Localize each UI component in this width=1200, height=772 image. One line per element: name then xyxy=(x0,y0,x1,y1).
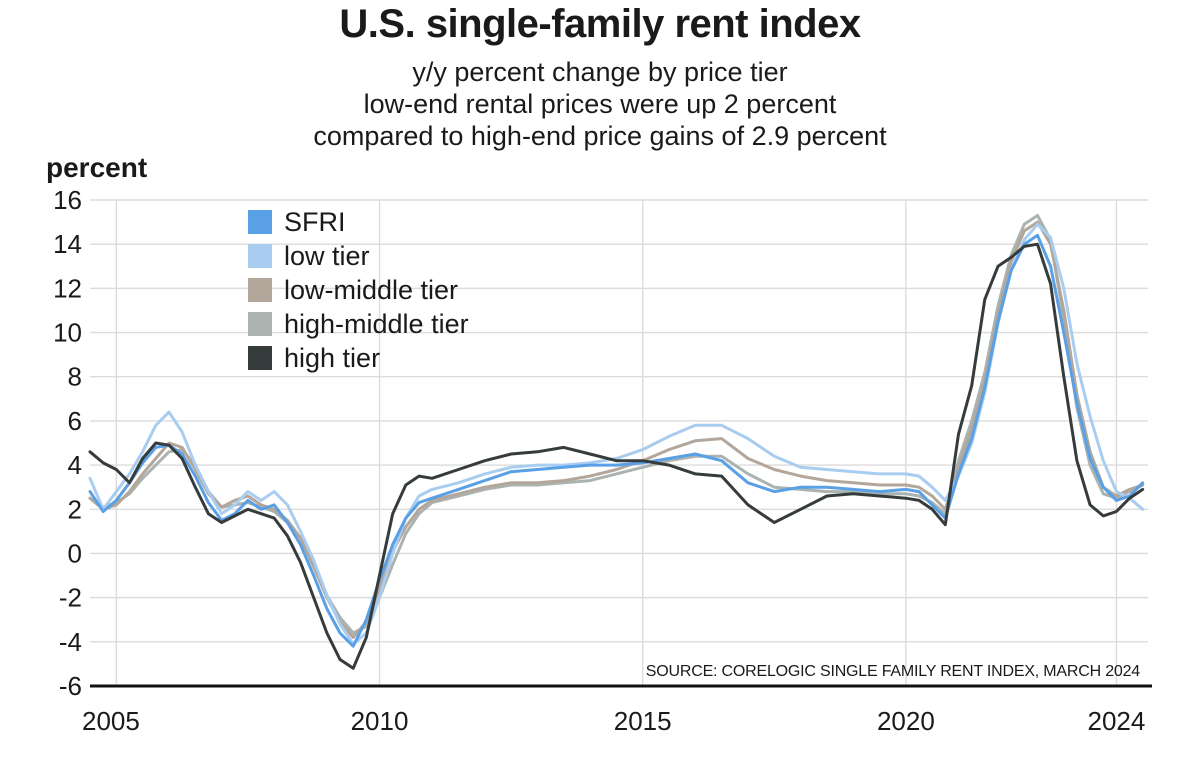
y-tick-label: 6 xyxy=(68,406,82,436)
y-tick-label: 0 xyxy=(68,538,82,568)
y-axis-ticks: -6 -4 -2 0 2 4 6 8 10 12 14 16 xyxy=(53,185,82,701)
y-tick-label: 10 xyxy=(53,318,82,348)
legend-swatch-low-middle-tier xyxy=(248,278,272,302)
x-tick-label: 2005 xyxy=(82,706,140,736)
y-tick-label: 2 xyxy=(68,494,82,524)
y-tick-label: 4 xyxy=(68,450,82,480)
x-tick-label: 2020 xyxy=(877,706,935,736)
y-tick-label: 14 xyxy=(53,229,82,259)
series-line-low-tier xyxy=(88,222,1145,646)
chart-subtitle-line-3: compared to high-end price gains of 2.9 … xyxy=(313,121,887,151)
y-tick-label: -4 xyxy=(59,627,82,657)
y-tick-label: -6 xyxy=(59,671,82,701)
legend-label-low-middle-tier: low-middle tier xyxy=(284,275,458,305)
y-tick-label: 12 xyxy=(53,273,82,303)
legend-label-low-tier: low tier xyxy=(284,241,370,271)
x-tick-label: 2010 xyxy=(351,706,409,736)
legend: SFRI low tier low-middle tier high-middle t… xyxy=(248,207,469,373)
chart-subtitle-line-2: low-end rental prices were up 2 percent xyxy=(363,89,837,119)
y-tick-label: -2 xyxy=(59,583,82,613)
x-tick-label: 2024 xyxy=(1087,706,1145,736)
legend-swatch-SFRI xyxy=(248,210,272,234)
y-axis-unit-label: percent xyxy=(46,152,148,183)
series-line-SFRI xyxy=(88,233,1145,648)
legend-swatch-high-middle-tier xyxy=(248,312,272,336)
chart-subtitle-line-1: y/y percent change by price tier xyxy=(412,57,788,87)
y-tick-label: 8 xyxy=(68,362,82,392)
series-line-high-middle-tier xyxy=(88,214,1145,635)
series-line-low-middle-tier xyxy=(88,220,1145,639)
gridlines xyxy=(90,199,1148,686)
legend-swatch-high-tier xyxy=(248,346,272,370)
series-lines xyxy=(88,214,1145,670)
x-axis-ticks: 2005 2010 2015 2020 2024 xyxy=(82,706,1145,736)
y-tick-label: 16 xyxy=(53,185,82,215)
chart-title: U.S. single-family rent index xyxy=(339,2,861,46)
legend-swatch-low-tier xyxy=(248,244,272,268)
legend-label-SFRI: SFRI xyxy=(284,207,346,237)
series-line-high-tier xyxy=(88,242,1145,670)
legend-label-high-tier: high tier xyxy=(284,343,380,373)
source-note: SOURCE: CORELOGIC SINGLE FAMILY RENT IND… xyxy=(646,663,1141,680)
x-tick-label: 2015 xyxy=(614,706,672,736)
legend-label-high-middle-tier: high-middle tier xyxy=(284,309,469,339)
